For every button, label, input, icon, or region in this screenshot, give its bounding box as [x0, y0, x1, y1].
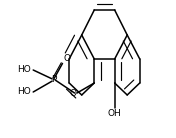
Text: HO: HO: [17, 87, 31, 96]
Text: P: P: [51, 75, 56, 84]
Text: O: O: [70, 88, 77, 98]
Text: OH: OH: [108, 109, 122, 118]
Text: HO: HO: [17, 66, 31, 75]
Text: O: O: [63, 54, 70, 63]
